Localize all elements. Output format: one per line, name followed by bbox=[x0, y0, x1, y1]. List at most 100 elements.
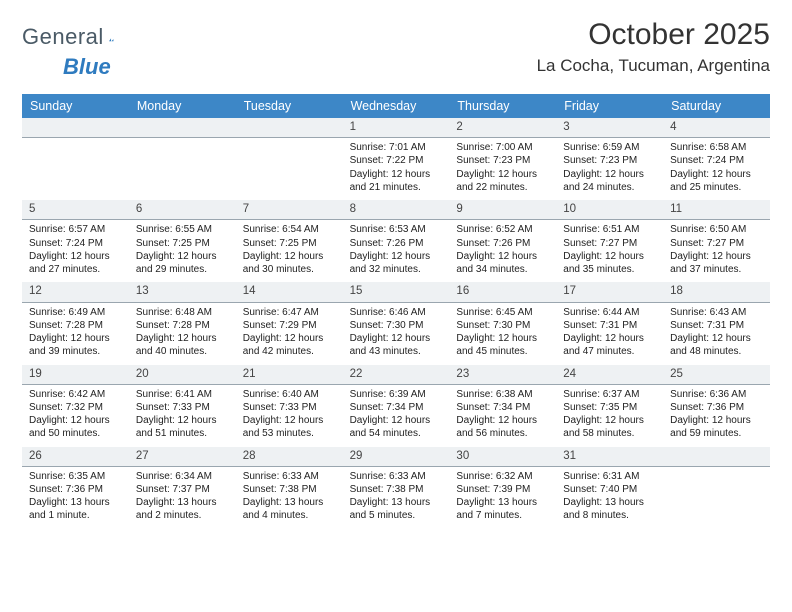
weekday-header: Wednesday bbox=[343, 94, 450, 118]
day-line: Sunset: 7:34 PM bbox=[350, 401, 443, 414]
day-line: and 21 minutes. bbox=[350, 181, 443, 194]
day-line: Daylight: 12 hours bbox=[29, 250, 122, 263]
day-line: and 22 minutes. bbox=[456, 181, 549, 194]
day-line: and 47 minutes. bbox=[563, 345, 656, 358]
day-details: Sunrise: 6:41 AMSunset: 7:33 PMDaylight:… bbox=[129, 385, 236, 447]
day-number: 25 bbox=[663, 365, 770, 384]
day-line: and 1 minute. bbox=[29, 509, 122, 522]
day-line: Daylight: 13 hours bbox=[350, 496, 443, 509]
day-line: Sunrise: 6:53 AM bbox=[350, 223, 443, 236]
day-line: Sunrise: 6:54 AM bbox=[243, 223, 336, 236]
day-details: Sunrise: 6:55 AMSunset: 7:25 PMDaylight:… bbox=[129, 220, 236, 282]
details-row: Sunrise: 6:42 AMSunset: 7:32 PMDaylight:… bbox=[22, 385, 770, 447]
day-line: Sunset: 7:38 PM bbox=[350, 483, 443, 496]
day-line: Sunset: 7:24 PM bbox=[670, 154, 763, 167]
day-details: Sunrise: 7:01 AMSunset: 7:22 PMDaylight:… bbox=[343, 138, 450, 200]
day-line: Sunrise: 6:57 AM bbox=[29, 223, 122, 236]
day-line: and 8 minutes. bbox=[563, 509, 656, 522]
day-number: 3 bbox=[556, 118, 663, 137]
day-line: Sunrise: 6:51 AM bbox=[563, 223, 656, 236]
day-line: and 59 minutes. bbox=[670, 427, 763, 440]
day-line: Sunset: 7:27 PM bbox=[563, 237, 656, 250]
day-number: 31 bbox=[556, 447, 663, 466]
day-details bbox=[663, 467, 770, 529]
day-details: Sunrise: 6:59 AMSunset: 7:23 PMDaylight:… bbox=[556, 138, 663, 200]
day-line: Sunrise: 6:40 AM bbox=[243, 388, 336, 401]
day-line: Daylight: 13 hours bbox=[29, 496, 122, 509]
sail-icon bbox=[109, 31, 114, 49]
day-line: and 39 minutes. bbox=[29, 345, 122, 358]
day-line: Sunrise: 7:01 AM bbox=[350, 141, 443, 154]
day-number: 10 bbox=[556, 200, 663, 219]
logo-text-general: General bbox=[22, 24, 104, 50]
day-line: Daylight: 12 hours bbox=[563, 250, 656, 263]
day-number: 9 bbox=[449, 200, 556, 219]
day-number: 15 bbox=[343, 282, 450, 301]
logo-text-blue: Blue bbox=[63, 54, 111, 79]
day-line: Sunrise: 6:38 AM bbox=[456, 388, 549, 401]
day-line: Sunrise: 6:46 AM bbox=[350, 306, 443, 319]
day-line: and 37 minutes. bbox=[670, 263, 763, 276]
day-details: Sunrise: 6:45 AMSunset: 7:30 PMDaylight:… bbox=[449, 303, 556, 365]
day-line: Sunset: 7:25 PM bbox=[243, 237, 336, 250]
day-details: Sunrise: 6:53 AMSunset: 7:26 PMDaylight:… bbox=[343, 220, 450, 282]
day-number: 11 bbox=[663, 200, 770, 219]
header-row: General October 2025 La Cocha, Tucuman, … bbox=[22, 18, 770, 76]
day-line: Sunset: 7:23 PM bbox=[563, 154, 656, 167]
day-number: 1 bbox=[343, 118, 450, 137]
day-line: Sunset: 7:26 PM bbox=[350, 237, 443, 250]
day-line: Sunset: 7:24 PM bbox=[29, 237, 122, 250]
day-details: Sunrise: 6:38 AMSunset: 7:34 PMDaylight:… bbox=[449, 385, 556, 447]
day-line: Sunrise: 6:35 AM bbox=[29, 470, 122, 483]
day-line: Sunset: 7:30 PM bbox=[350, 319, 443, 332]
day-line: Sunrise: 6:31 AM bbox=[563, 470, 656, 483]
day-number: 22 bbox=[343, 365, 450, 384]
day-line: Sunrise: 6:43 AM bbox=[670, 306, 763, 319]
day-line: and 51 minutes. bbox=[136, 427, 229, 440]
day-details: Sunrise: 6:40 AMSunset: 7:33 PMDaylight:… bbox=[236, 385, 343, 447]
day-line: Daylight: 12 hours bbox=[350, 168, 443, 181]
day-line: and 27 minutes. bbox=[29, 263, 122, 276]
day-details: Sunrise: 6:44 AMSunset: 7:31 PMDaylight:… bbox=[556, 303, 663, 365]
location-label: La Cocha, Tucuman, Argentina bbox=[537, 56, 770, 76]
daynum-row: 1234 bbox=[22, 118, 770, 138]
day-details: Sunrise: 6:37 AMSunset: 7:35 PMDaylight:… bbox=[556, 385, 663, 447]
day-number: 7 bbox=[236, 200, 343, 219]
day-number: 27 bbox=[129, 447, 236, 466]
day-line: and 42 minutes. bbox=[243, 345, 336, 358]
day-line: Sunset: 7:31 PM bbox=[670, 319, 763, 332]
day-line: Sunset: 7:33 PM bbox=[136, 401, 229, 414]
day-line: Sunrise: 6:58 AM bbox=[670, 141, 763, 154]
day-line: and 25 minutes. bbox=[670, 181, 763, 194]
day-line: Sunset: 7:33 PM bbox=[243, 401, 336, 414]
day-line: Daylight: 13 hours bbox=[136, 496, 229, 509]
day-details: Sunrise: 7:00 AMSunset: 7:23 PMDaylight:… bbox=[449, 138, 556, 200]
day-line: and 56 minutes. bbox=[456, 427, 549, 440]
details-row: Sunrise: 7:01 AMSunset: 7:22 PMDaylight:… bbox=[22, 138, 770, 200]
day-line: Sunrise: 6:33 AM bbox=[243, 470, 336, 483]
day-details bbox=[22, 138, 129, 200]
day-line: Sunset: 7:23 PM bbox=[456, 154, 549, 167]
day-number: 24 bbox=[556, 365, 663, 384]
weekday-header: Sunday bbox=[22, 94, 129, 118]
day-details: Sunrise: 6:58 AMSunset: 7:24 PMDaylight:… bbox=[663, 138, 770, 200]
weekday-header: Thursday bbox=[449, 94, 556, 118]
day-line: Daylight: 12 hours bbox=[243, 332, 336, 345]
day-line: Daylight: 12 hours bbox=[670, 168, 763, 181]
calendar: Sunday Monday Tuesday Wednesday Thursday… bbox=[22, 94, 770, 529]
day-details: Sunrise: 6:31 AMSunset: 7:40 PMDaylight:… bbox=[556, 467, 663, 529]
day-details: Sunrise: 6:46 AMSunset: 7:30 PMDaylight:… bbox=[343, 303, 450, 365]
day-line: Sunset: 7:34 PM bbox=[456, 401, 549, 414]
day-line: and 43 minutes. bbox=[350, 345, 443, 358]
day-line: Sunrise: 6:50 AM bbox=[670, 223, 763, 236]
day-line: Daylight: 13 hours bbox=[456, 496, 549, 509]
daynum-row: 19202122232425 bbox=[22, 365, 770, 385]
day-line: Sunset: 7:22 PM bbox=[350, 154, 443, 167]
day-number: 5 bbox=[22, 200, 129, 219]
day-number: 2 bbox=[449, 118, 556, 137]
day-line: Sunrise: 6:37 AM bbox=[563, 388, 656, 401]
day-line: and 30 minutes. bbox=[243, 263, 336, 276]
day-details: Sunrise: 6:33 AMSunset: 7:38 PMDaylight:… bbox=[236, 467, 343, 529]
details-row: Sunrise: 6:49 AMSunset: 7:28 PMDaylight:… bbox=[22, 303, 770, 365]
day-number: 14 bbox=[236, 282, 343, 301]
